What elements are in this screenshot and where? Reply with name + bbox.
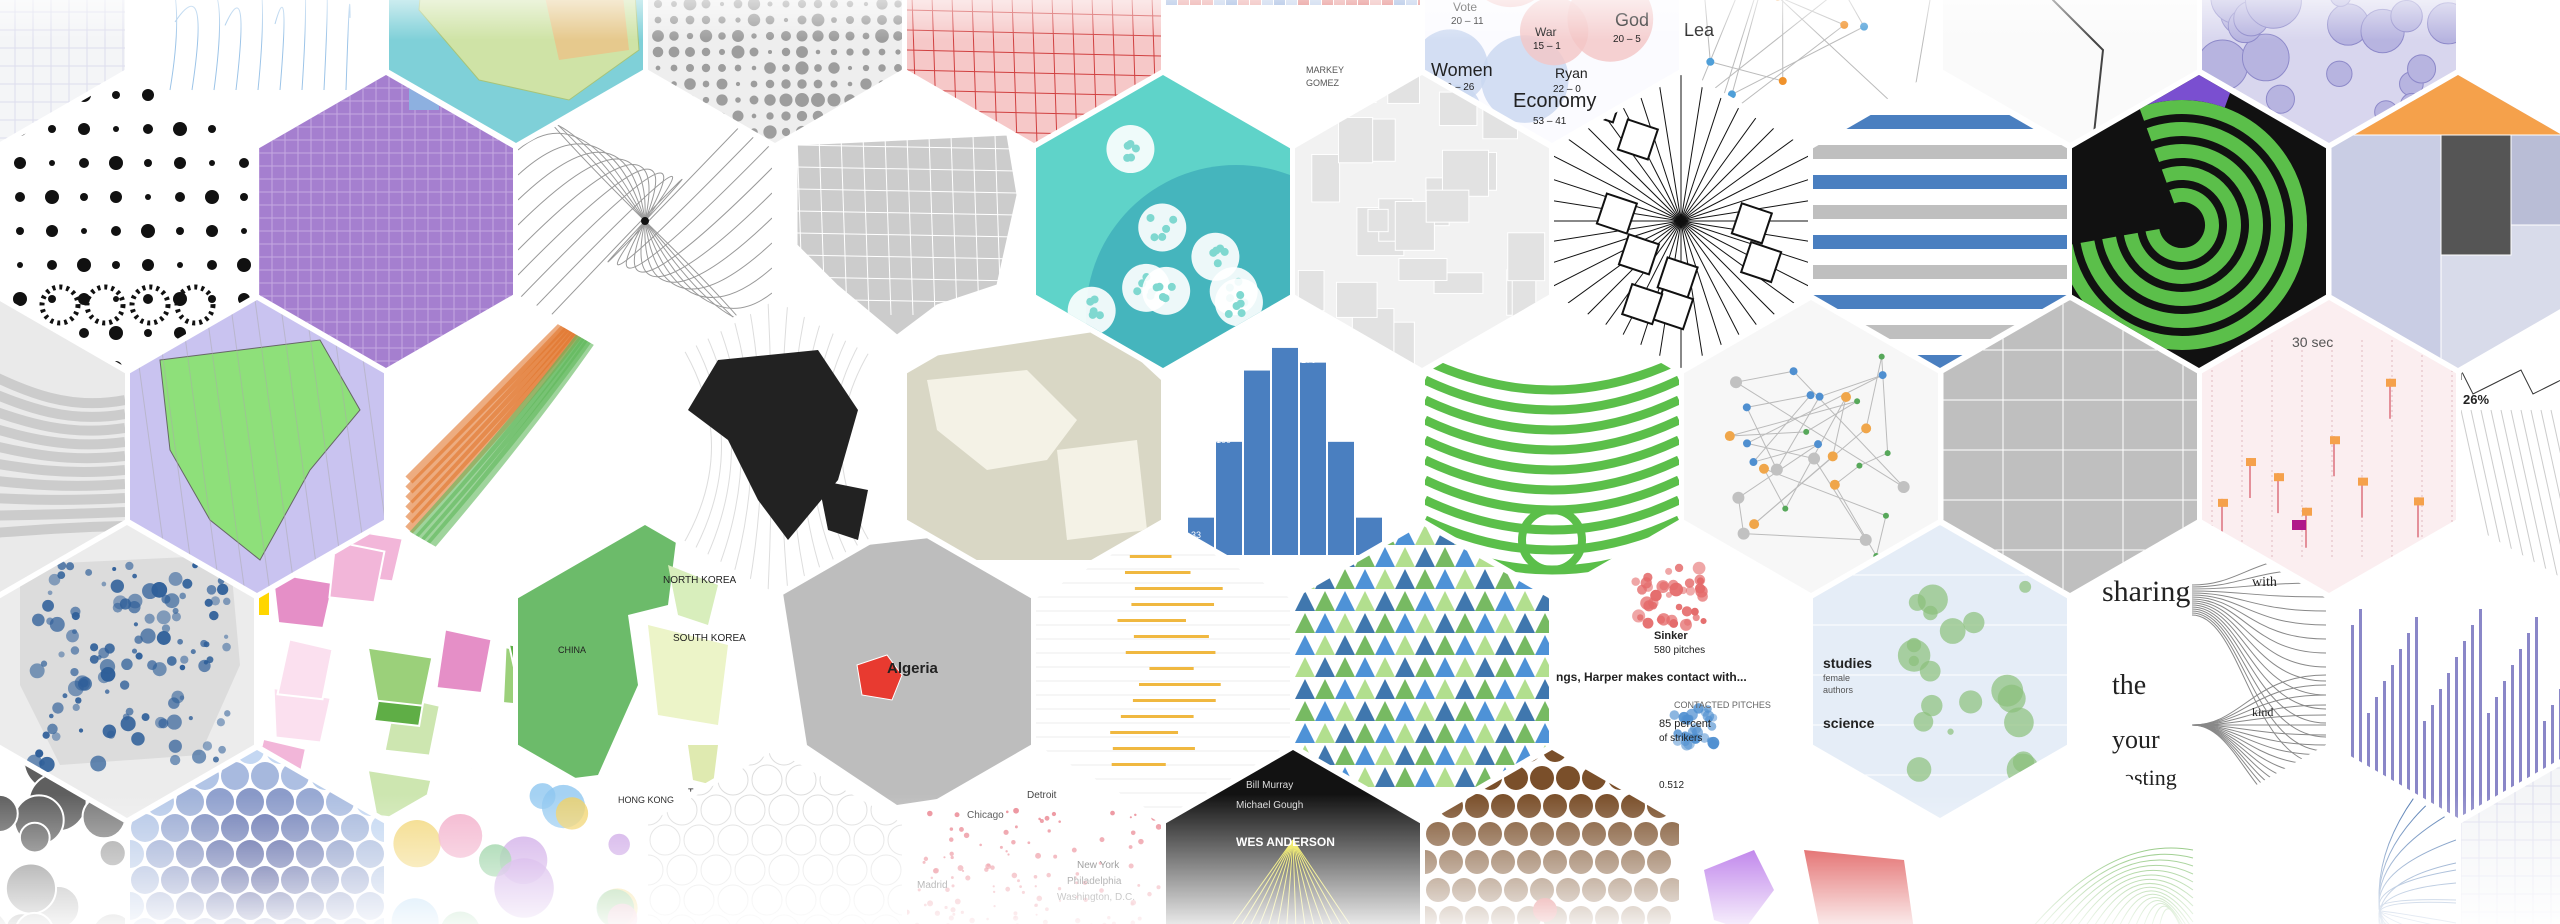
gallery-tile-tealpack[interactable] bbox=[1036, 75, 1290, 368]
gallery-tile-purple[interactable] bbox=[259, 75, 513, 368]
tile-graphic bbox=[1166, 300, 1420, 593]
gallery-tile-voronoi[interactable] bbox=[1554, 75, 1808, 368]
tile-graphic bbox=[1036, 75, 1290, 368]
gallery-tile-greenmap[interactable] bbox=[130, 300, 384, 593]
histogram-bar bbox=[1244, 370, 1270, 555]
tile-graphic bbox=[1036, 525, 1290, 818]
gallery-tile-labeledlines[interactable] bbox=[1036, 525, 1290, 818]
tile-graphic bbox=[1425, 300, 1679, 593]
tile-graphic bbox=[1554, 525, 1808, 818]
tile-graphic bbox=[259, 75, 513, 368]
tile-graphic bbox=[1684, 300, 1938, 593]
histogram-bar bbox=[1216, 441, 1242, 555]
histogram-bar bbox=[1300, 362, 1326, 555]
histogram-bar bbox=[1272, 347, 1298, 555]
gallery-tile-forcedirect[interactable] bbox=[1684, 300, 1938, 593]
histogram-bar bbox=[1356, 517, 1382, 555]
histogram-bar bbox=[1328, 441, 1354, 555]
gallery-tile-histogram[interactable]: 183 170 100 33 bbox=[1166, 300, 1420, 593]
gallery-tile-swirl[interactable] bbox=[1425, 300, 1679, 593]
tile-graphic bbox=[130, 300, 384, 593]
tile-graphic bbox=[1554, 75, 1808, 368]
